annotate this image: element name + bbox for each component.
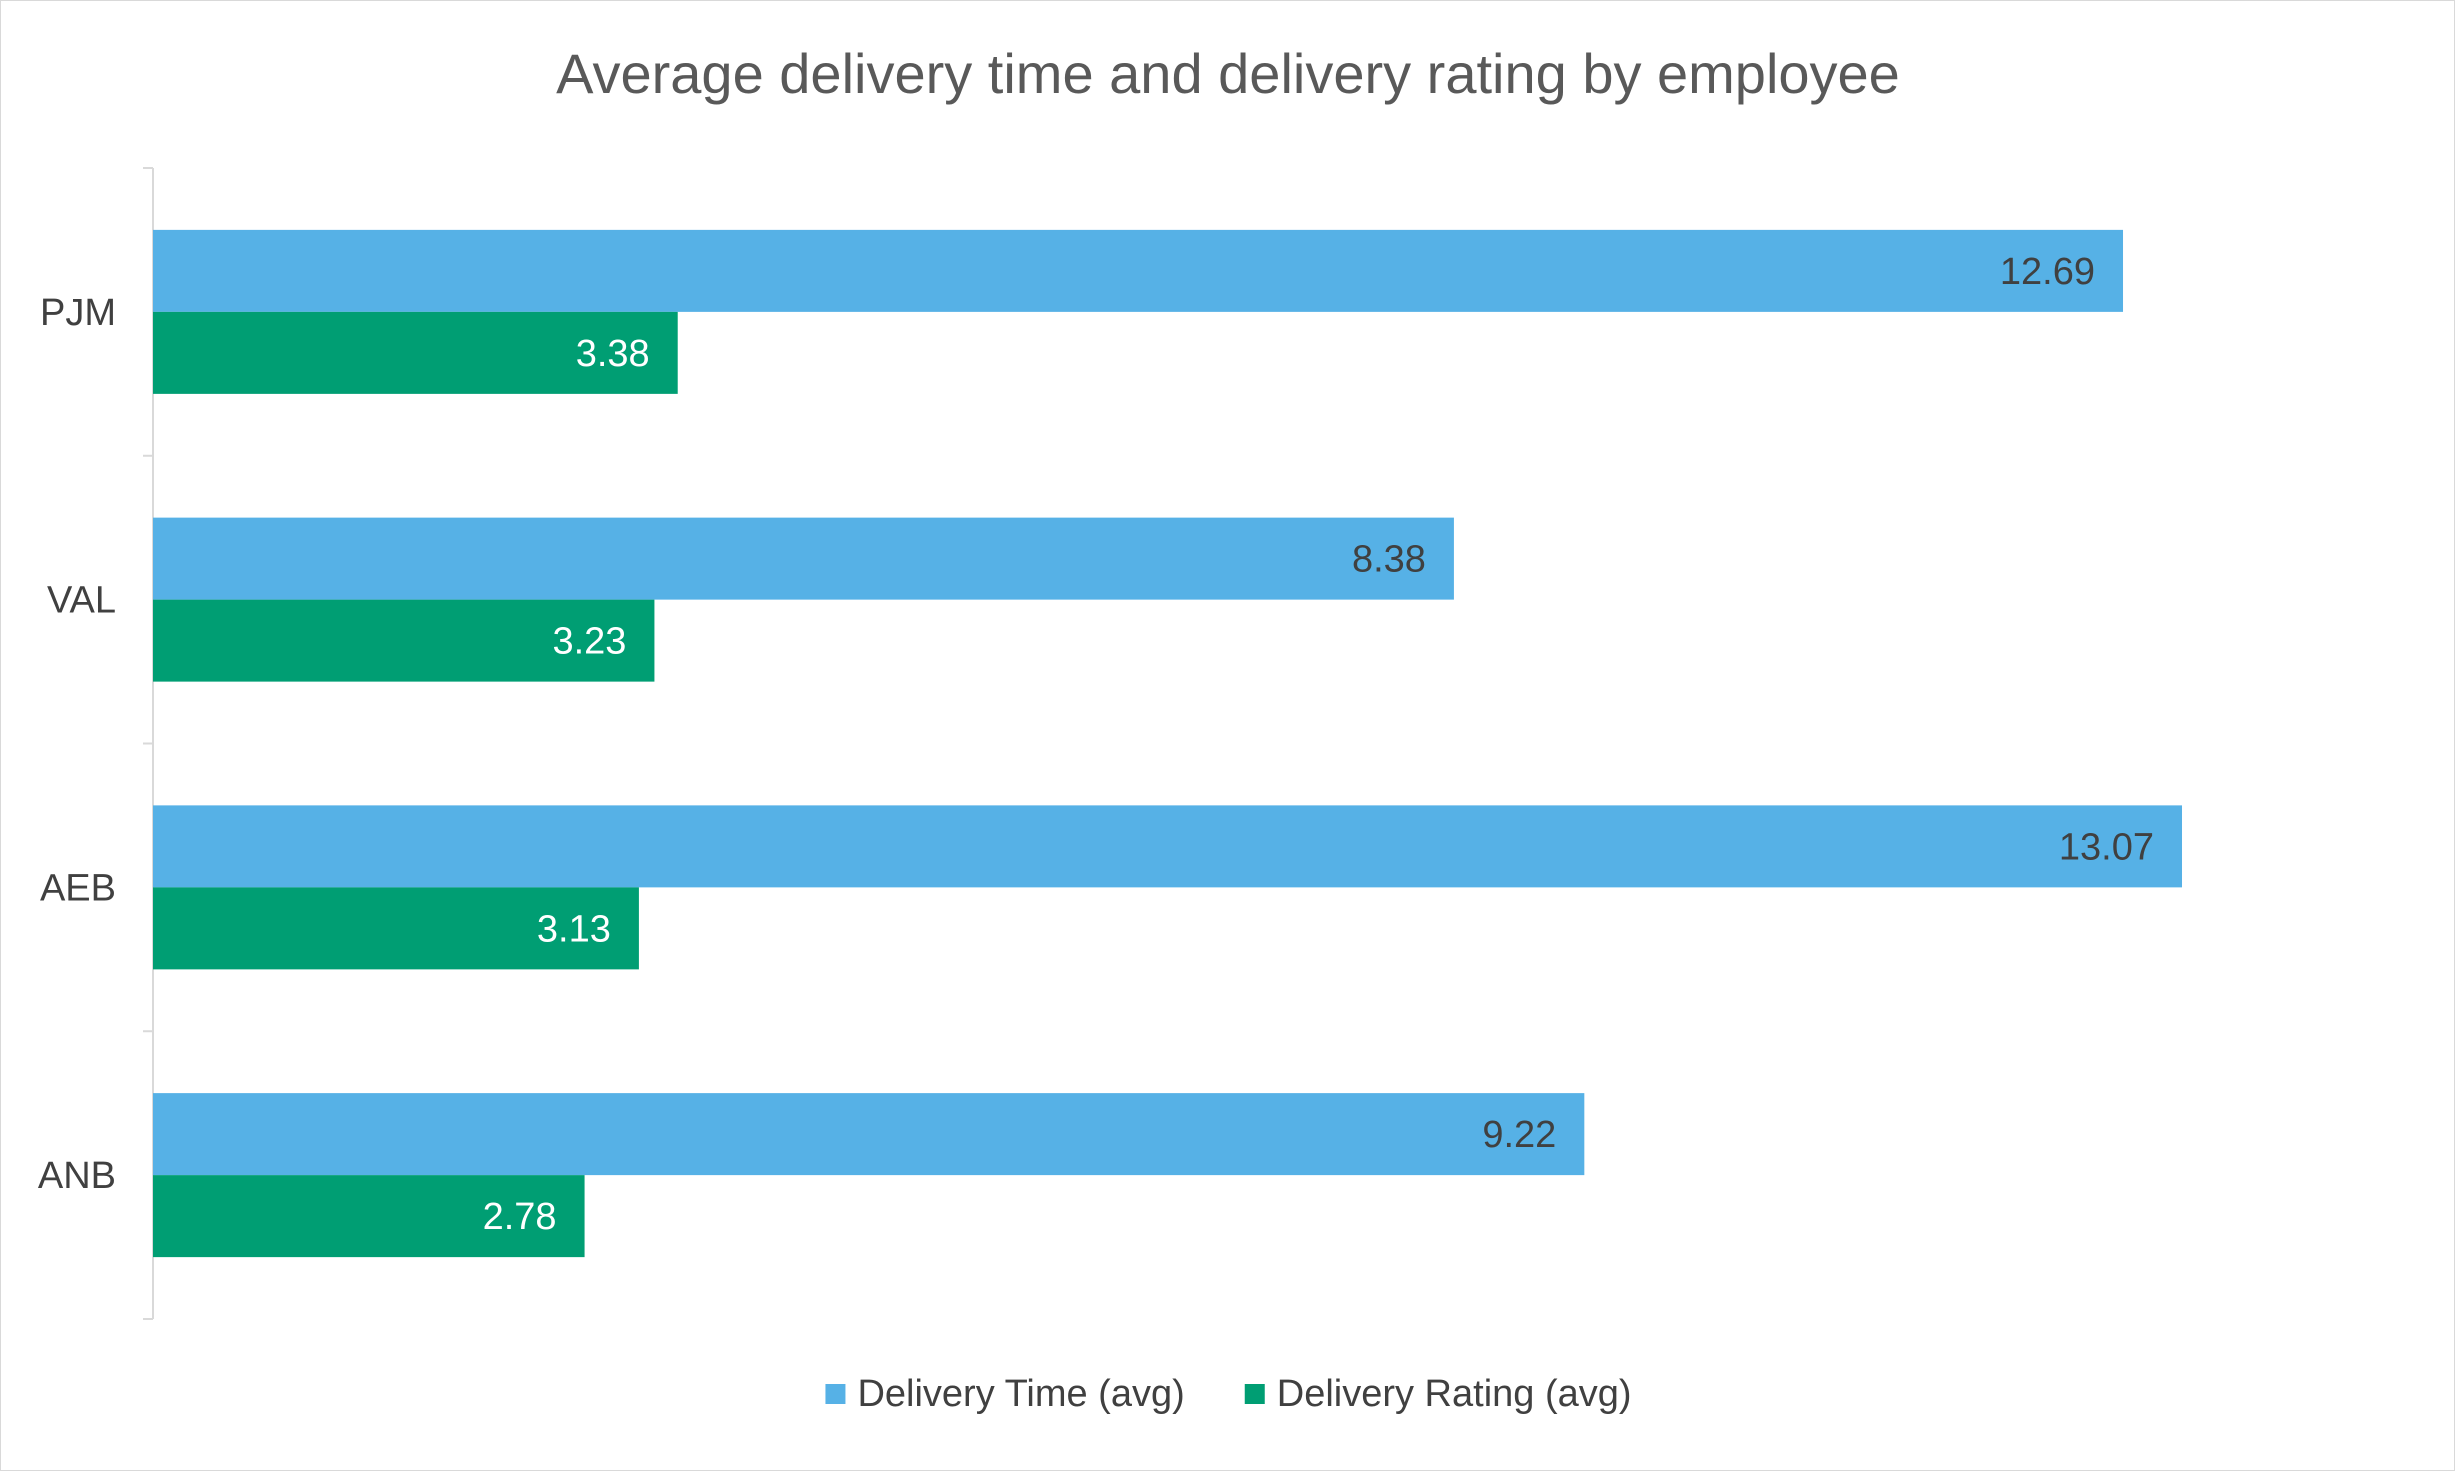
bar-val-series-1	[153, 517, 1454, 600]
chart-title: Average delivery time and delivery ratin…	[556, 42, 1900, 105]
data-label-pjm-series-1: 12.69	[2000, 251, 2095, 293]
labels-layer: 12.69 3.38 8.38 3.23 13.07 3.13 9.22 2.78	[483, 251, 2154, 1238]
bar-aeb-series-2	[153, 887, 639, 970]
bars-layer	[153, 229, 2183, 1258]
legend-item-series-2: Delivery Rating (avg)	[1244, 1373, 1632, 1415]
data-label-anb-series-1: 9.22	[1482, 1114, 1556, 1156]
category-label-val: VAL	[47, 580, 116, 622]
data-label-val-series-2: 3.23	[552, 621, 626, 663]
legend-swatch-series-2	[1244, 1384, 1265, 1404]
data-label-aeb-series-1: 13.07	[2059, 826, 2154, 868]
data-label-aeb-series-2: 3.13	[537, 908, 611, 950]
data-label-pjm-series-2: 3.38	[576, 333, 650, 375]
legend-label-series-2: Delivery Rating (avg)	[1277, 1373, 1632, 1415]
bar-pjm-series-1	[153, 229, 2124, 312]
bar-anb-series-1	[153, 1093, 1585, 1176]
legend-swatch-series-1	[825, 1384, 846, 1404]
category-label-pjm: PJM	[40, 292, 116, 334]
legend-label-series-1: Delivery Time (avg)	[857, 1373, 1184, 1415]
bar-anb-series-2	[153, 1175, 585, 1258]
legend: Delivery Time (avg) Delivery Rating (avg)	[825, 1373, 1632, 1415]
legend-item-series-1: Delivery Time (avg)	[825, 1373, 1185, 1415]
category-label-aeb: AEB	[40, 867, 116, 909]
axis-layer: PJM VAL AEB ANB	[38, 167, 154, 1320]
bar-aeb-series-1	[153, 805, 2183, 888]
data-label-val-series-1: 8.38	[1352, 539, 1426, 581]
category-label-anb: ANB	[38, 1155, 116, 1197]
bar-pjm-series-2	[153, 311, 678, 394]
data-label-anb-series-2: 2.78	[483, 1196, 557, 1238]
bar-val-series-2	[153, 599, 655, 682]
